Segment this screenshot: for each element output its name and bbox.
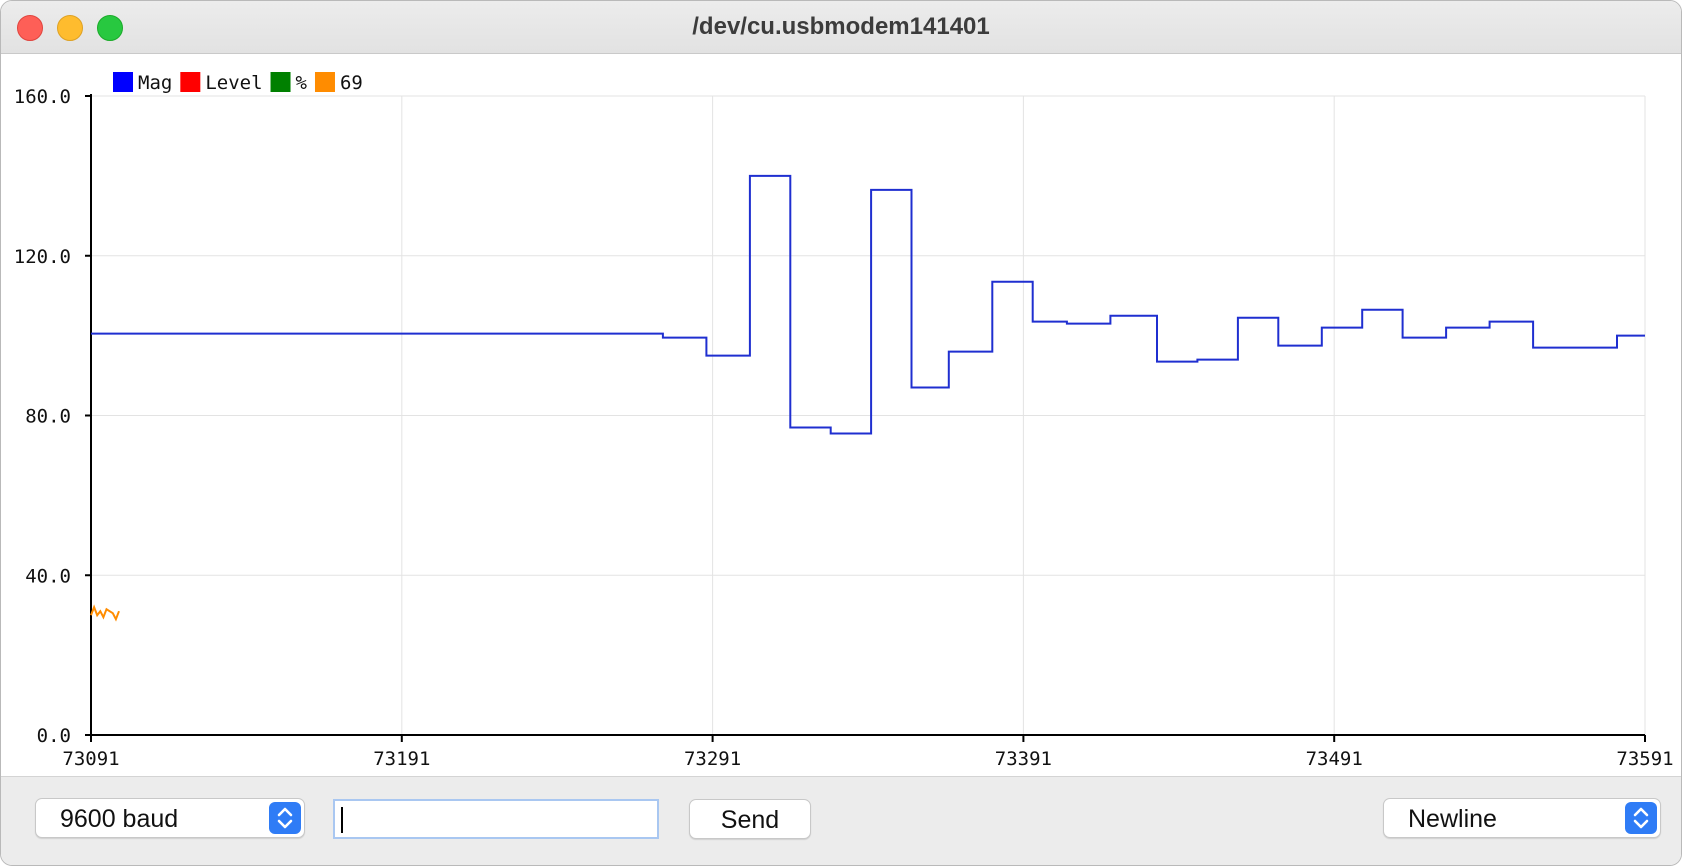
x-tick-label: 73591: [1616, 748, 1673, 770]
plot-area: 0.0 40.0 80.0 120.0 160.0 73091 73191 73291 7339…: [1, 54, 1681, 776]
x-tick-label: 73191: [373, 748, 430, 770]
y-tick-label: 80.0: [25, 406, 71, 428]
x-tick-label: 73391: [995, 748, 1052, 770]
legend-label: %: [296, 72, 308, 94]
send-input[interactable]: [333, 799, 659, 839]
window-title: /dev/cu.usbmodem141401: [692, 13, 990, 40]
close-window-button[interactable]: [17, 15, 43, 41]
maximize-window-button[interactable]: [97, 15, 123, 41]
legend-label: Level: [205, 72, 262, 94]
legend-swatch: [270, 72, 291, 92]
x-tick-label: 73291: [684, 748, 741, 770]
legend-label: 69: [340, 72, 363, 94]
line-ending-stepper-icon[interactable]: [1625, 802, 1657, 834]
legend-swatch: [113, 72, 133, 92]
y-tick-label: 160.0: [14, 86, 71, 108]
y-tick-label: 0.0: [37, 725, 71, 747]
baud-rate-select[interactable]: 9600 baud: [35, 798, 305, 838]
line-ending-value: Newline: [1408, 805, 1497, 833]
y-tick-label: 120.0: [14, 246, 71, 268]
text-caret: [341, 807, 343, 833]
legend-swatch: [314, 72, 335, 92]
legend-label: Mag: [138, 72, 172, 94]
series-line-69: [90, 604, 120, 622]
serial-plot-chart: 0.0 40.0 80.0 120.0 160.0 73091 73191 73291 7339…: [14, 72, 1674, 770]
send-button[interactable]: Send: [689, 799, 811, 839]
title-bar: /dev/cu.usbmodem141401: [1, 1, 1681, 54]
baud-rate-value: 9600 baud: [60, 805, 179, 833]
x-tick-label: 73091: [62, 748, 119, 770]
y-tick-label: 40.0: [25, 565, 71, 587]
baud-rate-stepper-icon[interactable]: [269, 802, 301, 834]
series-line-mag: [91, 174, 1645, 435]
x-tick-label: 73491: [1306, 748, 1363, 770]
bottom-toolbar: 9600 baud Send Newline: [1, 776, 1681, 865]
line-ending-select[interactable]: Newline: [1383, 798, 1661, 838]
minimize-window-button[interactable]: [57, 15, 83, 41]
legend-swatch: [180, 72, 201, 92]
